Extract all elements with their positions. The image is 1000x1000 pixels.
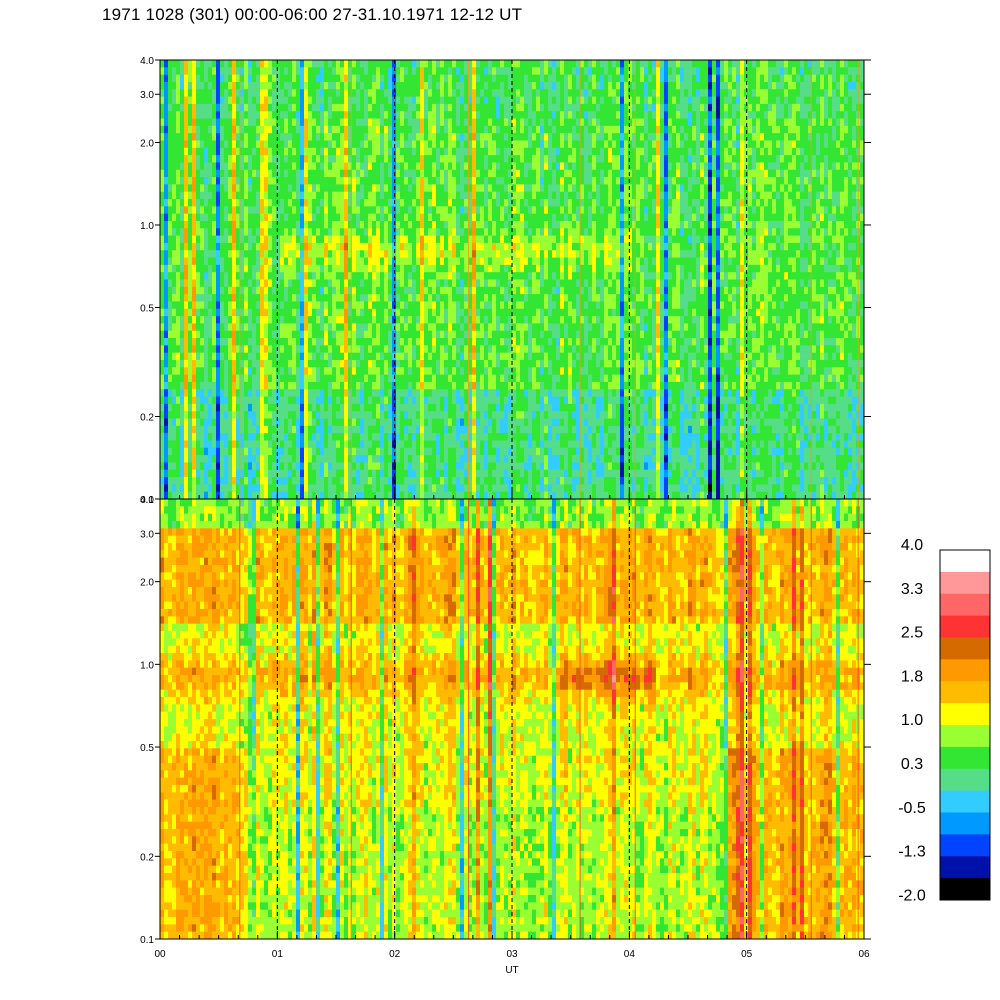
x-axis-label: UT bbox=[505, 965, 518, 976]
colorbar-swatch bbox=[940, 593, 990, 617]
top-panel: 0.1 0.2 0.5 1.0 2.0 3.0 4.0 bbox=[140, 56, 871, 506]
colorbar-label: 4.0 bbox=[901, 537, 923, 554]
colorbar-label: -0.5 bbox=[898, 800, 926, 817]
top-spike-lines bbox=[239, 60, 859, 499]
x-tick-label: 03 bbox=[506, 949, 518, 960]
top-y-tick-label: 0.5 bbox=[140, 303, 154, 314]
colorbar-swatch bbox=[940, 856, 990, 879]
colorbar-swatch bbox=[940, 659, 990, 682]
colorbar-swatch bbox=[940, 834, 990, 857]
colorbar-frame bbox=[939, 549, 991, 901]
colorbar-label: 1.0 bbox=[901, 712, 923, 729]
colorbar-label: 1.8 bbox=[901, 668, 923, 685]
x-tick-label: 04 bbox=[624, 949, 636, 960]
top-y-tick-label: 0.1 bbox=[140, 495, 154, 506]
colorbar: 4.0 3.3 2.5 1.8 1.0 0.3 -0.5 -1.3 -2.0 bbox=[898, 537, 991, 904]
colorbar-label: -1.3 bbox=[898, 844, 926, 861]
colorbar-label: -2.0 bbox=[898, 887, 926, 904]
bottom-y-tick-label: 0.5 bbox=[140, 743, 154, 754]
colorbar-swatch bbox=[940, 703, 990, 726]
colorbar-label: 3.3 bbox=[901, 581, 923, 598]
chart-title: 1971 1028 (301) 00:00-06:00 27-31.10.197… bbox=[102, 5, 522, 25]
colorbar-label: 0.3 bbox=[901, 756, 923, 773]
bottom-y-tick-label: 0.1 bbox=[140, 935, 154, 946]
bottom-y-tick-label: 4.0 bbox=[140, 495, 154, 506]
top-y-tick-label: 2.0 bbox=[140, 138, 154, 149]
top-y-tick-label: 1.0 bbox=[140, 221, 154, 232]
x-tick-label: 05 bbox=[741, 949, 753, 960]
bottom-panel: 0.1 0.2 0.5 1.0 2.0 3.0 4.0 00 01 02 03 04 05 06 UT bbox=[140, 495, 871, 976]
top-y-tick-label: 0.2 bbox=[140, 413, 154, 424]
colorbar-swatch bbox=[940, 571, 990, 595]
x-tick-label: 01 bbox=[272, 949, 284, 960]
colorbar-swatch bbox=[940, 681, 990, 704]
colorbar-swatch bbox=[940, 615, 990, 638]
top-y-tick-label: 4.0 bbox=[140, 56, 154, 67]
colorbar-swatch bbox=[940, 768, 990, 792]
bottom-y-tick-label: 0.2 bbox=[140, 852, 154, 863]
x-tick-label: 06 bbox=[858, 949, 870, 960]
bottom-y-tick-label: 3.0 bbox=[140, 529, 154, 540]
top-y-tick-label: 3.0 bbox=[140, 90, 154, 101]
colorbar-swatch bbox=[940, 812, 990, 835]
bottom-y-tick-label: 2.0 bbox=[140, 578, 154, 589]
bottom-spike-lines bbox=[239, 499, 859, 939]
colorbar-swatch bbox=[940, 550, 990, 573]
colorbar-swatch bbox=[940, 637, 990, 660]
colorbar-swatch bbox=[940, 746, 990, 770]
colorbar-swatch bbox=[940, 878, 990, 901]
colorbar-swatch bbox=[940, 725, 990, 748]
bottom-y-tick-label: 1.0 bbox=[140, 660, 154, 671]
colorbar-swatch bbox=[940, 790, 990, 813]
x-tick-label: 02 bbox=[389, 949, 401, 960]
x-tick-label: 00 bbox=[154, 949, 166, 960]
colorbar-label: 2.5 bbox=[901, 625, 923, 642]
